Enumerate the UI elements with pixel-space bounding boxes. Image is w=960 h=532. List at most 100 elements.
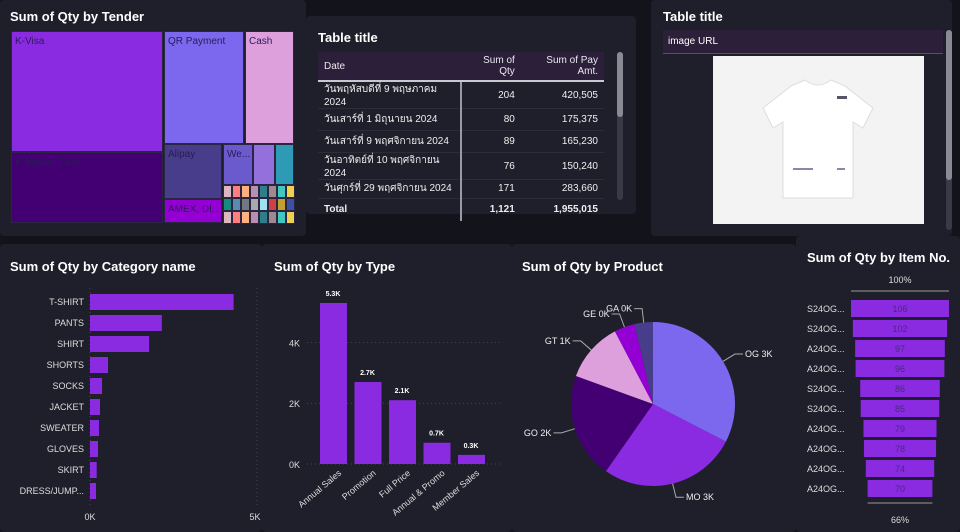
- table-cell: 283,660: [520, 179, 604, 199]
- data-label: 0.3K: [464, 443, 479, 450]
- leader-line: [634, 308, 645, 323]
- treemap-small-tile[interactable]: [268, 185, 277, 198]
- product-title: Sum of Qty by Product: [522, 259, 663, 274]
- treemap-small-tile[interactable]: [268, 211, 277, 224]
- bar: [90, 336, 150, 352]
- treemap-small-tile[interactable]: [241, 185, 250, 198]
- col-pay[interactable]: Sum of Pay Amt.: [520, 52, 604, 80]
- treemap-tile[interactable]: K-Master Card: [11, 152, 163, 223]
- treemap-tile[interactable]: QR Payment: [164, 31, 244, 144]
- col-qty[interactable]: Sum of Qty: [461, 52, 521, 80]
- funnel-value: 106: [892, 304, 907, 314]
- table-row[interactable]: วันเสาร์ที่ 1 มิถุนายน 2024 80 175,375: [318, 108, 604, 131]
- funnel-value: 79: [895, 424, 905, 434]
- treemap-small-tile[interactable]: [232, 198, 241, 211]
- table-row[interactable]: วันพฤหัสบดีที่ 9 พฤษภาคม 2024 204 420,505: [318, 82, 604, 109]
- table-row[interactable]: วันเสาร์ที่ 9 พฤศจิกายน 2024 89 165,230: [318, 130, 604, 153]
- treemap-tile[interactable]: Cash: [245, 31, 294, 144]
- funnel-value: 86: [895, 384, 905, 394]
- col-date[interactable]: Date: [318, 52, 462, 80]
- bar: [90, 441, 99, 457]
- bar: [90, 399, 101, 415]
- bar: [423, 442, 451, 464]
- treemap-small-tile[interactable]: [232, 211, 241, 224]
- table-cell: 171: [461, 179, 521, 199]
- pie-label: GA 0K: [606, 304, 632, 314]
- treemap-small-tile[interactable]: [223, 198, 232, 211]
- image-header: image URL: [663, 30, 943, 54]
- treemap-tile[interactable]: K-Visa: [11, 31, 163, 152]
- table-header: Date Sum of Qty Sum of Pay Amt.: [318, 52, 604, 80]
- treemap-small-tile[interactable]: [250, 185, 259, 198]
- category-label: SOCKS: [52, 381, 84, 391]
- bar: [90, 315, 162, 331]
- treemap-tile[interactable]: AMEX, DI...: [164, 199, 222, 223]
- treemap-small-tile[interactable]: [277, 211, 286, 224]
- funnel-value: 102: [892, 324, 907, 334]
- treemap-small-tile[interactable]: [223, 211, 232, 224]
- bar: [354, 381, 382, 464]
- table-panel: Table title Date Sum of Qty Sum of Pay A…: [306, 16, 636, 221]
- tick-label: 0K: [289, 460, 300, 470]
- treemap-tile[interactable]: [275, 144, 294, 185]
- bar: [320, 303, 347, 464]
- table-cell: วันอาทิตย์ที่ 10 พฤศจิกายน 2024: [318, 152, 463, 180]
- funnel-value: 70: [895, 484, 905, 494]
- treemap-small-tile[interactable]: [259, 211, 268, 224]
- category-label: DRESS/JUMP...: [20, 486, 84, 496]
- treemap-small-tile[interactable]: [250, 211, 259, 224]
- funnel-bar: [865, 460, 935, 477]
- treemap-small-tile[interactable]: [259, 198, 268, 211]
- pie-label: MO 3K: [686, 492, 714, 502]
- category-label: PANTS: [55, 318, 84, 328]
- table-row[interactable]: วันศุกร์ที่ 29 พฤศจิกายน 2024 171 283,660: [318, 179, 604, 199]
- treemap-small-tile[interactable]: [259, 185, 268, 198]
- treemap-tile[interactable]: [253, 144, 275, 185]
- funnel-value: 97: [895, 344, 905, 354]
- treemap-small-tile[interactable]: [277, 185, 286, 198]
- funnel-bar: [860, 380, 940, 397]
- treemap-tile[interactable]: Alipay: [164, 144, 222, 199]
- funnel-category: A24OG...: [807, 364, 845, 374]
- type-title: Sum of Qty by Type: [274, 259, 396, 274]
- treemap-small-tile[interactable]: [268, 198, 277, 211]
- table-cell: วันพฤหัสบดีที่ 9 พฤษภาคม 2024: [318, 82, 463, 109]
- table-scrollbar[interactable]: [617, 52, 623, 200]
- tick-label: 2K: [289, 399, 300, 409]
- leader-line: [553, 428, 575, 434]
- funnel-bar: [851, 300, 949, 317]
- category-bar-chart: T-SHIRT PANTS SHIRT SHORTS SOCKS JACKET SWEATE…: [20, 288, 261, 522]
- image-scrollbar[interactable]: [946, 30, 952, 230]
- treemap-small-tile[interactable]: [277, 198, 286, 211]
- funnel-category: S24OG...: [807, 304, 845, 314]
- pie-slice: [571, 376, 653, 472]
- funnel-value: 74: [895, 464, 905, 474]
- treemap-small-tile[interactable]: [223, 185, 232, 198]
- category-label: Promotion: [340, 468, 378, 502]
- funnel-bar: [867, 480, 933, 497]
- bar: [90, 483, 97, 499]
- funnel-category: S24OG...: [807, 404, 845, 414]
- treemap-small-tile[interactable]: [241, 198, 250, 211]
- treemap-small-tile[interactable]: [232, 185, 241, 198]
- table-row[interactable]: วันอาทิตย์ที่ 10 พฤศจิกายน 2024 76 150,240: [318, 152, 604, 180]
- table-cell: 76: [461, 152, 521, 180]
- treemap-tile[interactable]: We...: [223, 144, 253, 185]
- leader-line: [722, 353, 743, 362]
- bar: [90, 462, 97, 478]
- bar: [90, 420, 100, 436]
- treemap-small-tile[interactable]: [286, 211, 295, 224]
- item-title: Sum of Qty by Item No.: [807, 250, 951, 265]
- funnel-bar: [852, 320, 948, 337]
- treemap-small-tile[interactable]: [286, 198, 295, 211]
- treemap-title: Sum of Qty by Tender: [10, 9, 145, 24]
- bar: [458, 454, 485, 464]
- treemap-small-tile[interactable]: [286, 185, 295, 198]
- table-cell: 420,505: [520, 82, 604, 109]
- treemap-small-tile[interactable]: [241, 211, 250, 224]
- funnel-category: A24OG...: [807, 444, 845, 454]
- table-total-row: Total 1,121 1,955,015: [318, 198, 604, 221]
- treemap-small-tile[interactable]: [250, 198, 259, 211]
- data-label: 2.7K: [360, 370, 375, 377]
